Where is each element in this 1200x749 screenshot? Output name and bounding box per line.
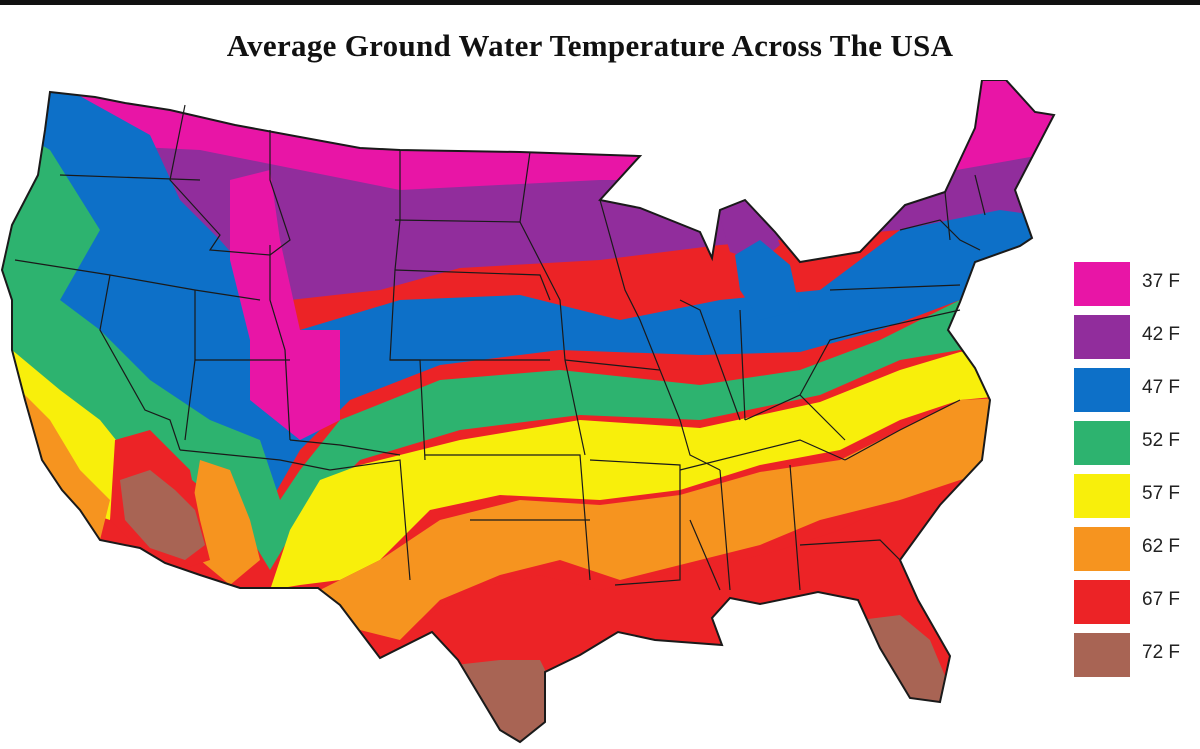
legend-swatch (1074, 474, 1130, 518)
state-boundaries (14, 104, 986, 591)
usa-map (0, 80, 1056, 744)
patch-47f-michigan (735, 240, 800, 320)
top-border (0, 0, 1200, 5)
band-57f (2, 340, 140, 520)
legend-swatch (1074, 315, 1130, 359)
legend-item: 37 F (1074, 262, 1200, 306)
legend-item: 42 F (1074, 315, 1200, 359)
legend-swatch (1074, 580, 1130, 624)
country-outline (0, 80, 1056, 744)
legend-label: 37 F (1142, 271, 1181, 292)
legend-item: 72 F (1074, 633, 1200, 677)
legend-item: 62 F (1074, 527, 1200, 571)
map-title: Average Ground Water Temperature Across … (226, 28, 954, 63)
band-72f-southwest (120, 470, 205, 560)
legend-swatch (1074, 527, 1130, 571)
legend-label: 47 F (1142, 377, 1181, 398)
legend-swatch (1074, 368, 1130, 412)
legend-item: 57 F (1074, 474, 1200, 518)
band-62f-main (320, 395, 1054, 640)
temperature-bands (2, 80, 1054, 742)
legend-label: 62 F (1142, 536, 1181, 557)
patch-37f-rockies (230, 170, 340, 440)
legend-swatch (1074, 633, 1130, 677)
legend-item: 67 F (1074, 580, 1200, 624)
legend-swatch (1074, 421, 1130, 465)
band-72f-texas (440, 660, 560, 742)
legend-swatch (1074, 262, 1130, 306)
band-72f-florida (860, 615, 955, 720)
legend-item: 52 F (1074, 421, 1200, 465)
legend-label: 72 F (1142, 642, 1181, 663)
legend-label: 52 F (1142, 430, 1181, 451)
legend-item: 47 F (1074, 368, 1200, 412)
legend-label: 57 F (1142, 483, 1181, 504)
legend-label: 42 F (1142, 324, 1181, 345)
legend-label: 67 F (1142, 589, 1181, 610)
